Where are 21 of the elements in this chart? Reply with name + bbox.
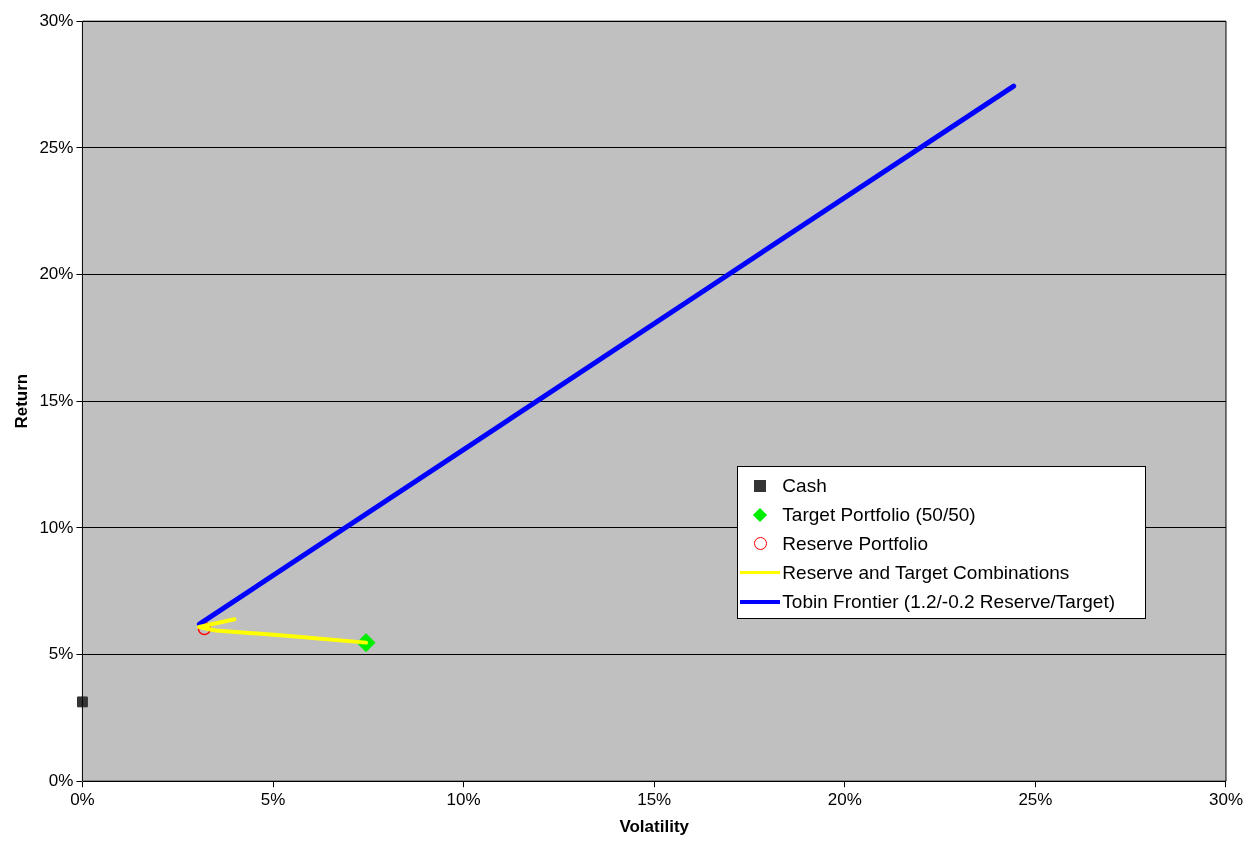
y-tick-label: 0% (48, 770, 74, 790)
x-tick-label: 30% (1208, 790, 1243, 810)
y-tick-label: 25% (39, 137, 74, 157)
legend-label: Tobin Frontier (1.2/-0.2 Reserve/Target) (782, 590, 1115, 613)
legend-label: Reserve Portfolio (782, 532, 929, 555)
legend-label: Target Portfolio (50/50) (782, 503, 976, 526)
x-tick-label: 25% (1018, 790, 1053, 810)
x-tick-label: 0% (70, 790, 95, 810)
y-tick-label: 15% (39, 390, 74, 410)
x-tick-label: 5% (260, 790, 286, 810)
legend-label: Reserve and Target Combinations (782, 561, 1070, 584)
legend-label: Cash (782, 474, 827, 497)
x-tick-label: 20% (827, 790, 862, 810)
y-tick-label: 30% (39, 10, 74, 30)
y-axis-title: Return (11, 373, 31, 429)
x-tick-label: 10% (446, 790, 481, 810)
y-tick-label: 5% (48, 644, 74, 664)
x-tick-label: 15% (637, 790, 672, 810)
y-tick-label: 20% (39, 264, 74, 284)
y-tick-label: 10% (39, 517, 74, 537)
x-axis-title: Volatility (619, 817, 690, 837)
